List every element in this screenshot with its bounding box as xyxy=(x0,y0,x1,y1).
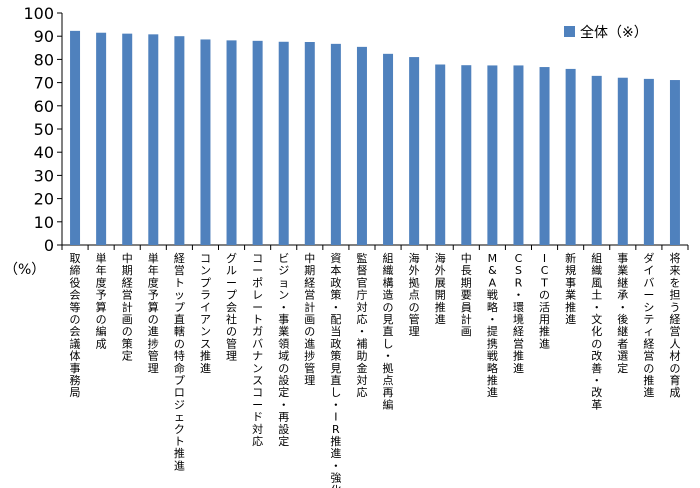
category-label: ダイバーシティ経営の推進 xyxy=(643,251,654,399)
category-label: 組織構造の見直し・拠点再編 xyxy=(383,252,394,411)
y-tick-label: 60 xyxy=(34,97,54,116)
bar xyxy=(461,65,472,245)
category-label: コンプライアンス推進 xyxy=(200,252,211,375)
category-label: 単年度予算の進捗管理 xyxy=(148,251,159,375)
y-tick-label: 0 xyxy=(44,236,54,255)
bar xyxy=(513,65,524,245)
bar xyxy=(643,78,654,245)
bar xyxy=(383,53,394,245)
bar xyxy=(487,65,498,245)
category-label: I C T の活用推進 xyxy=(539,252,550,350)
y-unit-label: （%） xyxy=(4,262,45,278)
y-tick-label: 80 xyxy=(34,50,54,69)
legend-swatch xyxy=(564,26,575,37)
bar xyxy=(356,46,367,245)
bar xyxy=(617,77,628,245)
bar xyxy=(304,42,315,245)
legend: 全体（※） xyxy=(564,24,648,41)
bar xyxy=(200,39,211,246)
category-label: 将来を担う経営人材の育成 xyxy=(669,252,680,399)
category-label: ビジョン・事業領域の設定・再設定 xyxy=(278,252,289,448)
bar xyxy=(148,34,159,246)
category-label: 経営トップ直轄の特命プロジェクト推進 xyxy=(174,252,185,472)
category-label: グループ会社の管理 xyxy=(226,251,237,363)
category-label: M & A 戦略・提携戦略推進 xyxy=(487,252,498,399)
bar xyxy=(70,30,81,246)
category-label: 組織風土・文化の改善・改革 xyxy=(591,252,602,411)
bar xyxy=(669,80,680,245)
axes-group: 0 10 20 30 40 50 60 70 80 90 100 xyxy=(23,4,689,255)
y-tick-label: 20 xyxy=(34,190,54,209)
bar xyxy=(591,75,602,245)
y-tick-label: 100 xyxy=(23,4,54,23)
bar xyxy=(565,68,576,245)
category-label: 海外展開推進 xyxy=(435,251,446,326)
legend-label: 全体（※） xyxy=(580,24,648,41)
y-tick-label: 30 xyxy=(34,166,54,185)
category-label: 新規事業推進 xyxy=(565,251,576,326)
category-label: 監督官庁対応・補助金対応 xyxy=(356,251,367,399)
bar xyxy=(226,40,237,245)
category-label: 中期経営計画の策定 xyxy=(122,252,133,363)
bar xyxy=(252,40,263,246)
bar xyxy=(96,32,107,245)
bar xyxy=(409,57,420,245)
y-tick-label: 50 xyxy=(34,120,54,139)
category-labels-group: 取締役会等の会議体事務局 単年度予算の編成 中期経営計画の策定 単年度予算の進捗管理 経… xyxy=(70,251,681,488)
y-tick-label: 90 xyxy=(34,27,54,46)
category-label: C S R ・環境経営推進 xyxy=(513,252,524,375)
bar xyxy=(174,36,185,246)
bar xyxy=(539,67,550,245)
bar xyxy=(278,41,289,245)
category-label: 中長期要員計画 xyxy=(461,252,472,338)
category-label: 事業継承・後継者選定 xyxy=(617,252,628,375)
category-label: 単年度予算の編成 xyxy=(96,251,107,350)
category-label: 取締役会等の会議体事務局 xyxy=(70,252,81,399)
y-tick-label: 70 xyxy=(34,74,54,93)
bar xyxy=(122,33,133,246)
bar xyxy=(435,64,446,245)
category-label: 海外拠点の管理 xyxy=(409,251,420,338)
category-label: コーポレートガバナンスコード対応 xyxy=(252,252,263,448)
y-tick-label: 10 xyxy=(34,213,54,232)
y-tick-label: 40 xyxy=(34,143,54,162)
bars-group xyxy=(70,30,680,246)
category-label: 中期経営計画の進捗管理 xyxy=(304,252,315,387)
bar xyxy=(330,43,341,245)
